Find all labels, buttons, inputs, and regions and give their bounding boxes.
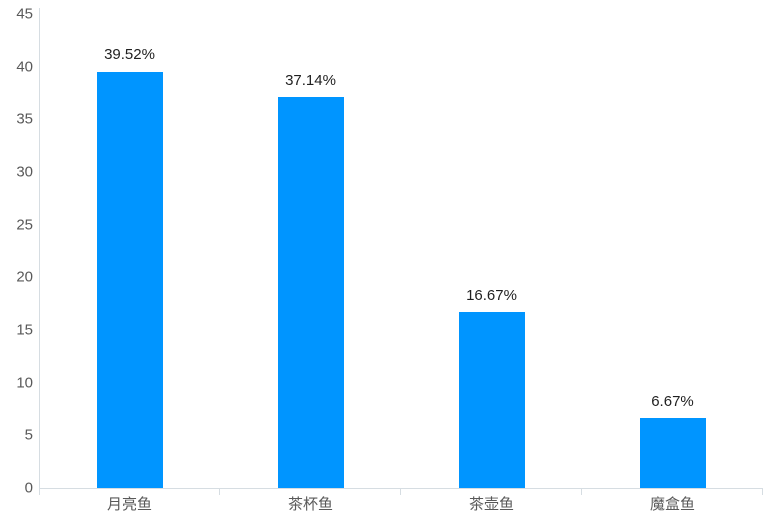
y-axis-labels: 0 5 10 15 20 25 30 35 40 45	[0, 7, 33, 496]
data-label: 6.67%	[651, 392, 694, 410]
x-category-label: 月亮鱼	[106, 496, 152, 513]
x-category-label: 魔盒鱼	[649, 496, 695, 513]
x-axis-tick	[581, 488, 582, 495]
data-label: 37.14%	[285, 71, 336, 89]
y-tick-label: 35	[16, 110, 33, 128]
x-axis-labels: 月亮鱼 茶杯鱼 茶壶鱼 魔盒鱼	[39, 496, 763, 518]
y-tick-label: 25	[16, 216, 33, 234]
bar	[458, 312, 525, 488]
y-tick-label: 20	[16, 268, 33, 286]
x-category-label: 茶壶鱼	[468, 496, 514, 513]
y-tick-label: 45	[16, 5, 33, 23]
bar	[96, 71, 163, 488]
y-tick-label: 10	[16, 374, 33, 392]
x-axis-line	[39, 488, 763, 489]
y-tick-label: 15	[16, 321, 33, 339]
bar	[639, 417, 706, 488]
y-tick-label: 5	[24, 426, 33, 444]
x-axis-tick	[219, 488, 220, 495]
bar	[277, 96, 344, 488]
y-tick-label: 30	[16, 163, 33, 181]
x-category-label: 茶杯鱼	[287, 496, 333, 513]
data-label: 16.67%	[466, 287, 517, 305]
x-axis-tick	[400, 488, 401, 495]
y-tick-label: 40	[16, 58, 33, 76]
plot-area: 39.52% 37.14% 16.67% 6.67%	[39, 8, 763, 495]
data-label: 39.52%	[104, 46, 155, 64]
x-axis-tick	[762, 488, 763, 495]
y-tick-label: 0	[24, 479, 33, 497]
y-axis-line	[39, 8, 40, 495]
